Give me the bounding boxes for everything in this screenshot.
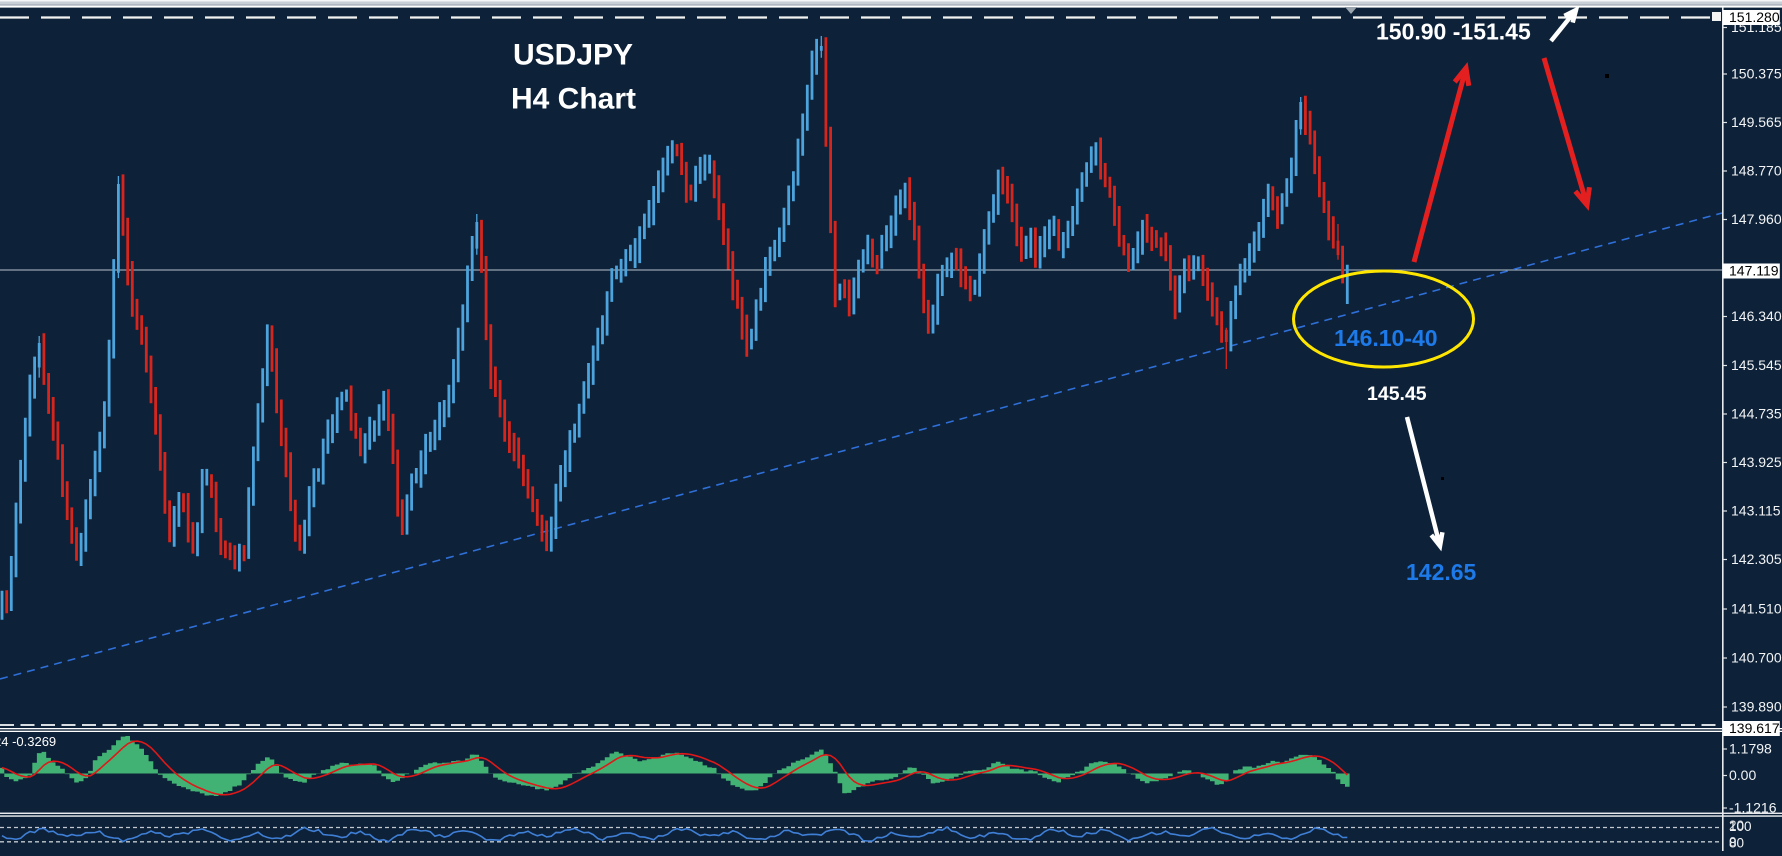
svg-text:150.375: 150.375 xyxy=(1731,66,1782,82)
svg-text:142.305: 142.305 xyxy=(1731,551,1782,567)
svg-text:24 -0.3269: 24 -0.3269 xyxy=(0,734,56,749)
svg-text:1.1798: 1.1798 xyxy=(1729,741,1772,757)
svg-text:148.770: 148.770 xyxy=(1731,163,1782,179)
svg-text:-1.1216: -1.1216 xyxy=(1729,800,1777,816)
svg-text:146.340: 146.340 xyxy=(1731,308,1782,324)
svg-text:H4 Chart: H4 Chart xyxy=(511,83,636,116)
svg-text:80: 80 xyxy=(1729,836,1744,851)
svg-text:149.565: 149.565 xyxy=(1731,114,1782,130)
svg-text:143.115: 143.115 xyxy=(1731,503,1781,519)
svg-text:144.735: 144.735 xyxy=(1731,406,1782,422)
svg-text:20: 20 xyxy=(1729,818,1744,833)
svg-text:142.65: 142.65 xyxy=(1406,559,1477,585)
svg-text:147.119: 147.119 xyxy=(1729,263,1779,279)
svg-text:100: 100 xyxy=(1729,819,1752,834)
svg-text:147.960: 147.960 xyxy=(1731,211,1782,227)
svg-text:USDJPY: USDJPY xyxy=(513,39,633,72)
svg-text:0.00: 0.00 xyxy=(1729,767,1756,783)
svg-text:139.617: 139.617 xyxy=(1729,720,1780,736)
svg-text:146.10-40: 146.10-40 xyxy=(1334,325,1438,351)
svg-text:150.90 -151.45: 150.90 -151.45 xyxy=(1376,19,1531,45)
svg-text:145.545: 145.545 xyxy=(1731,357,1782,373)
svg-text:143.925: 143.925 xyxy=(1731,454,1782,470)
svg-text:139.890: 139.890 xyxy=(1731,699,1782,715)
svg-text:0: 0 xyxy=(1729,835,1737,850)
svg-text:151.280: 151.280 xyxy=(1729,9,1780,25)
svg-text:145.45: 145.45 xyxy=(1367,383,1427,405)
svg-text:141.510: 141.510 xyxy=(1731,601,1782,617)
svg-text:140.700: 140.700 xyxy=(1731,650,1782,666)
